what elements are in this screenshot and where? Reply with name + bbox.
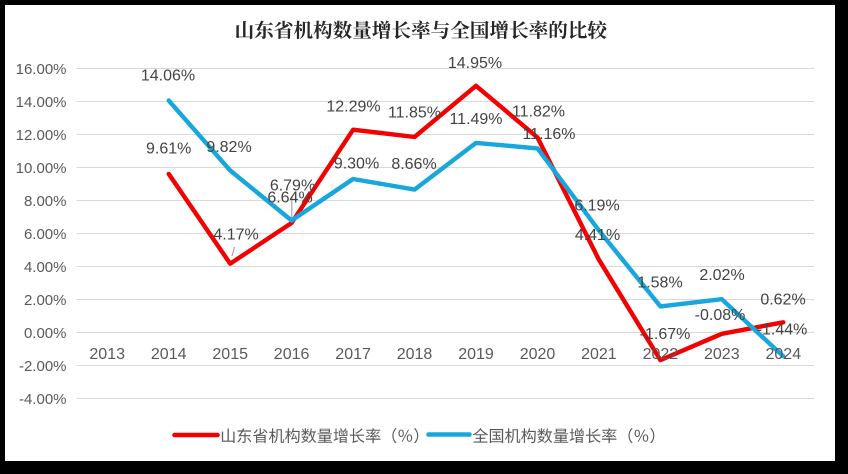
svg-text:8.00%: 8.00%: [24, 193, 67, 210]
svg-text:14.06%: 14.06%: [141, 68, 195, 85]
svg-text:-1.44%: -1.44%: [757, 322, 808, 339]
svg-text:11.49%: 11.49%: [449, 111, 502, 128]
svg-text:12.29%: 12.29%: [326, 99, 380, 116]
svg-text:-2.00%: -2.00%: [19, 358, 67, 375]
svg-text:9.82%: 9.82%: [206, 139, 251, 156]
svg-text:2022: 2022: [643, 346, 679, 363]
svg-text:9.30%: 9.30%: [334, 156, 379, 173]
svg-text:2.02%: 2.02%: [699, 267, 744, 284]
svg-text:4.41%: 4.41%: [575, 227, 620, 244]
svg-text:11.82%: 11.82%: [512, 104, 565, 121]
svg-text:-0.08%: -0.08%: [695, 307, 746, 324]
svg-text:2013: 2013: [89, 346, 125, 363]
svg-text:6.79%: 6.79%: [270, 177, 315, 194]
svg-text:2021: 2021: [581, 346, 617, 363]
svg-text:6.19%: 6.19%: [574, 198, 619, 215]
svg-text:12.00%: 12.00%: [16, 127, 67, 144]
svg-text:2.00%: 2.00%: [24, 292, 67, 309]
svg-text:6.64%: 6.64%: [267, 190, 312, 207]
svg-text:2015: 2015: [212, 346, 248, 363]
svg-text:-4.00%: -4.00%: [19, 391, 67, 408]
svg-text:16.00%: 16.00%: [16, 61, 67, 78]
svg-text:0.00%: 0.00%: [24, 325, 67, 342]
svg-text:1.58%: 1.58%: [637, 275, 682, 292]
svg-text:2023: 2023: [704, 346, 740, 363]
svg-text:10.00%: 10.00%: [16, 160, 67, 177]
svg-text:2016: 2016: [274, 346, 310, 363]
svg-text:11.85%: 11.85%: [388, 105, 441, 122]
svg-text:9.61%: 9.61%: [146, 141, 191, 158]
svg-text:11.16%: 11.16%: [522, 126, 575, 143]
svg-text:0.62%: 0.62%: [760, 292, 805, 309]
svg-text:2018: 2018: [397, 346, 433, 363]
svg-text:2020: 2020: [520, 346, 556, 363]
svg-text:8.66%: 8.66%: [391, 156, 436, 173]
svg-text:2014: 2014: [151, 346, 187, 363]
svg-text:6.00%: 6.00%: [24, 226, 67, 243]
svg-text:4.17%: 4.17%: [213, 227, 258, 244]
svg-text:4.00%: 4.00%: [24, 259, 67, 276]
svg-text:2019: 2019: [458, 346, 494, 363]
svg-text:2017: 2017: [335, 346, 371, 363]
svg-text:14.00%: 14.00%: [16, 94, 67, 111]
svg-text:-1.67%: -1.67%: [640, 326, 691, 343]
svg-text:2024: 2024: [766, 346, 802, 363]
svg-text:14.95%: 14.95%: [448, 55, 502, 72]
